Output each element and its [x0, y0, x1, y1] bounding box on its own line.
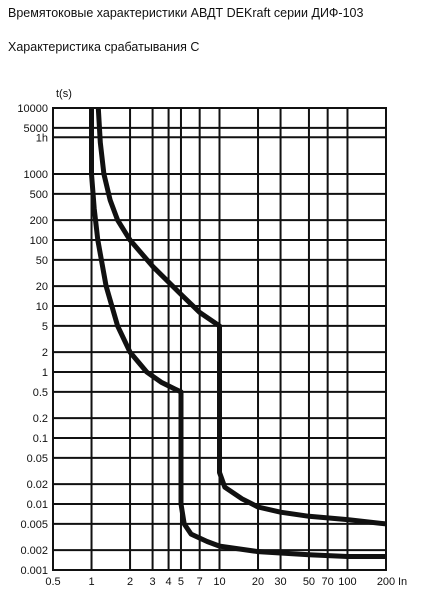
x-tick-label: 20: [252, 576, 264, 588]
x-tick-label: 100: [338, 576, 356, 588]
y-tick-label: 0.001: [20, 565, 48, 577]
y-tick-label: 0.005: [20, 519, 48, 531]
x-tick-label: 1: [88, 576, 94, 588]
y-tick-label: 50: [36, 255, 48, 267]
y-tick-label: 0.05: [27, 453, 48, 465]
y-tick-label: 0.002: [20, 545, 48, 557]
y-tick-label: 10000: [17, 103, 48, 115]
x-axis-label: In: [398, 576, 407, 588]
y-tick-label: 5000: [24, 123, 48, 135]
y-axis-label: t(s): [56, 88, 72, 100]
y-tick-label: 0.2: [33, 413, 48, 425]
x-tick-label: 50: [303, 576, 315, 588]
x-tick-label: 2: [127, 576, 133, 588]
y-tick-label: 5: [42, 321, 48, 333]
x-tick-label: 0.5: [45, 576, 60, 588]
x-tick-label: 4: [166, 576, 172, 588]
y-tick-label: 0.01: [27, 499, 48, 511]
page-title: Времятоковые характеристики АВДТ DEKraft…: [8, 6, 364, 20]
upper-trip-curve: [95, 107, 387, 527]
chart-subtitle: Характеристика срабатывания С: [8, 40, 200, 54]
y-tick-label: 1000: [24, 169, 48, 181]
y-tick-label: 200: [30, 215, 48, 227]
x-tick-label: 10: [213, 576, 225, 588]
y-tick-label: 20: [36, 281, 48, 293]
y-tick-label: 10: [36, 301, 48, 313]
x-tick-label: 3: [150, 576, 156, 588]
plot-frame: [52, 107, 387, 571]
x-tick-label: 70: [322, 576, 334, 588]
y-tick-label: 1h: [36, 132, 48, 144]
y-tick-label: 500: [30, 189, 48, 201]
x-tick-label: 200: [377, 576, 395, 588]
y-tick-label: 0.1: [33, 433, 48, 445]
x-tick-label: 30: [274, 576, 286, 588]
y-tick-label: 100: [30, 235, 48, 247]
y-tick-label: 2: [42, 347, 48, 359]
x-tick-label: 5: [178, 576, 184, 588]
x-axis-tick-labels: 0.5 1 2 3 4 5 7 10 20 30 50 70 100 200: [45, 576, 395, 588]
x-tick-label: 7: [197, 576, 203, 588]
y-tick-label: 0.5: [33, 387, 48, 399]
y-tick-label: 0.02: [27, 479, 48, 491]
lower-trip-curve: [89, 108, 386, 559]
y-tick-label: 1: [42, 367, 48, 379]
chart-curves: [89, 107, 387, 559]
